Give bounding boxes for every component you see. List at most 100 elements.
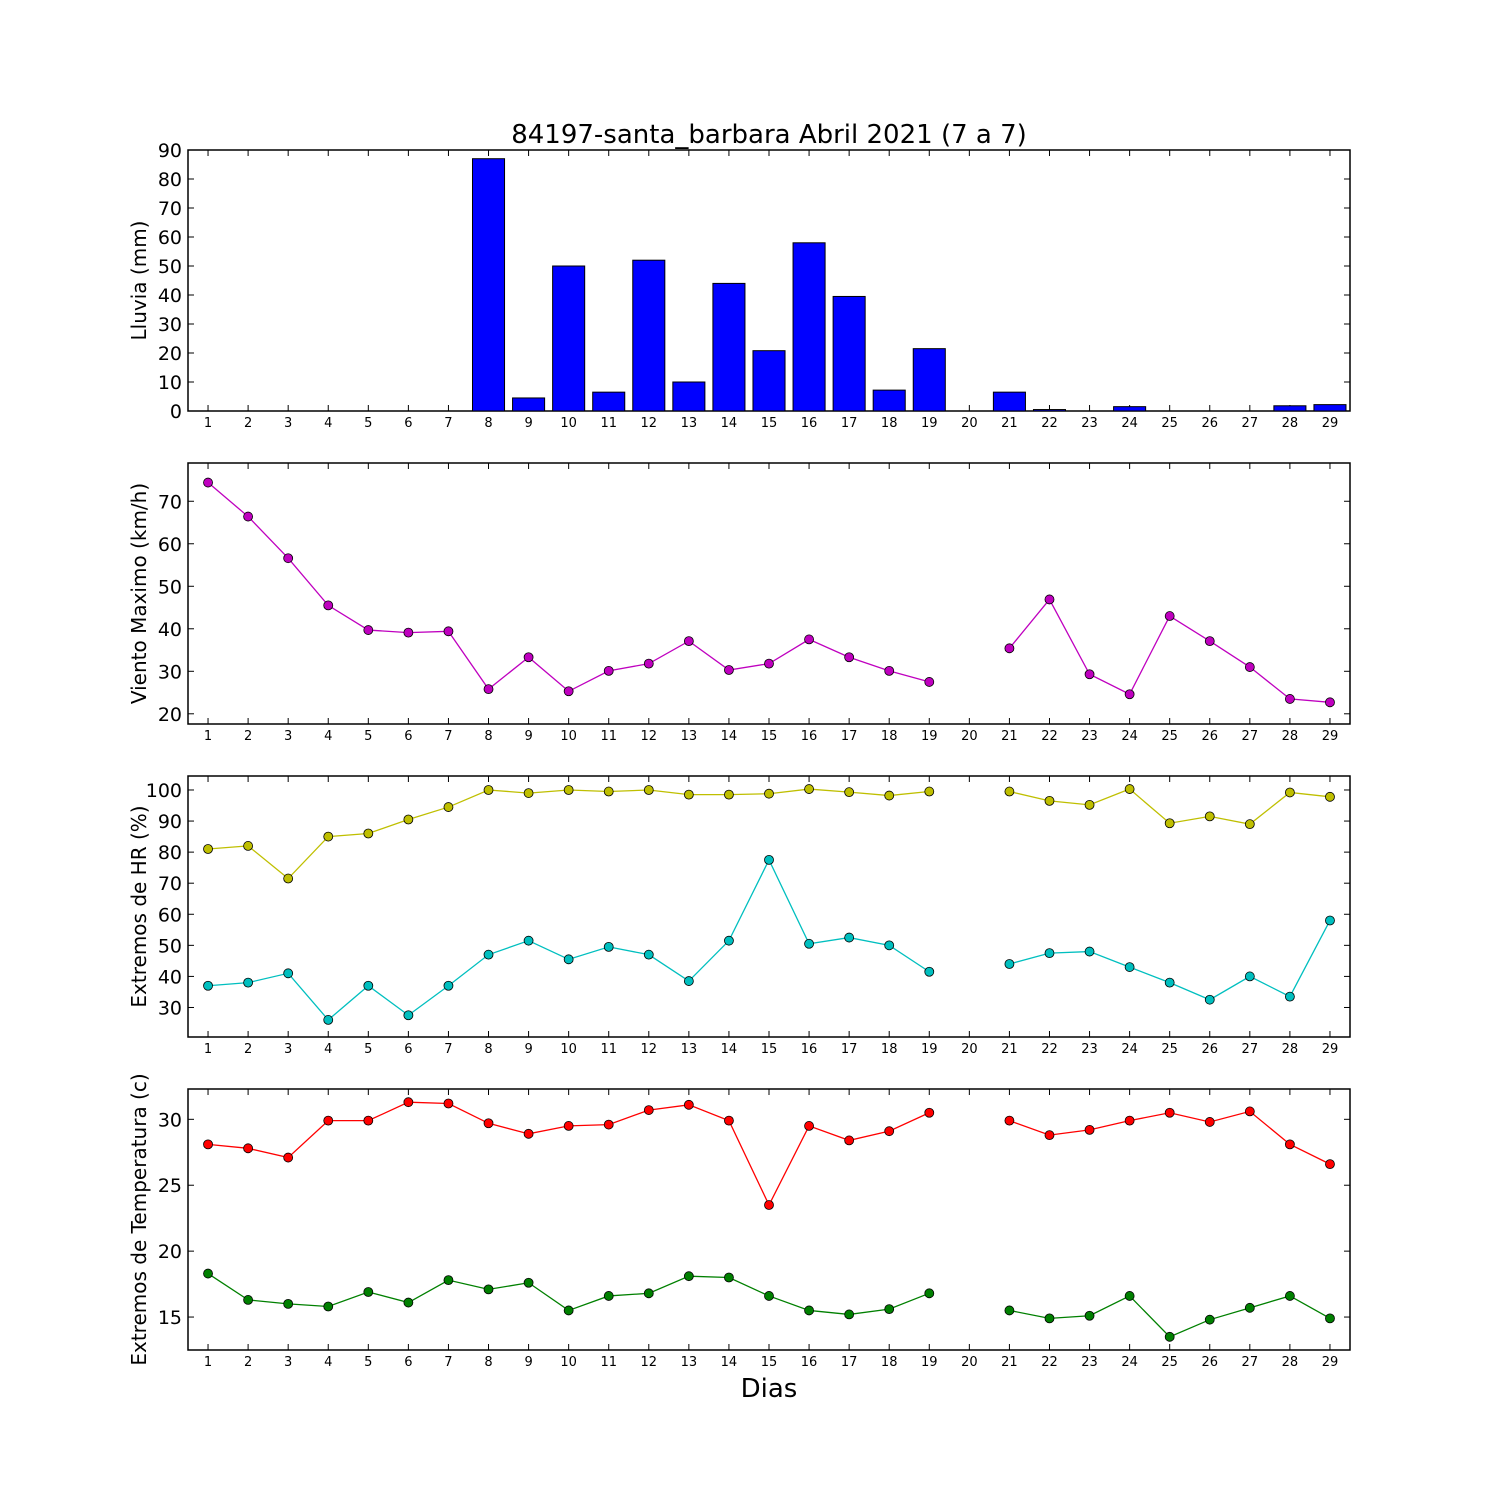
temperature-series-0-point	[1044, 1130, 1055, 1141]
wind-series-0-point	[1284, 694, 1295, 704]
humidity-series-0-point	[243, 841, 254, 851]
temperature-series-1-point	[243, 1295, 254, 1305]
rain-bar	[872, 389, 906, 412]
humidity-xtick-label: 11	[600, 1042, 617, 1057]
wind-xtick-label: 23	[1081, 729, 1098, 744]
wind-xtick-label: 5	[364, 729, 372, 744]
humidity-series-1-point	[1284, 991, 1295, 1002]
rain-xtick-label: 9	[524, 416, 532, 431]
wind-xtick-label: 11	[600, 729, 617, 744]
humidity-series-0-point	[483, 785, 494, 795]
temperature-series-1-point	[924, 1288, 935, 1299]
humidity-xtick-label: 24	[1121, 1042, 1138, 1057]
humidity-series-1-line	[1009, 920, 1331, 1001]
rain-xtick-label: 4	[324, 416, 332, 431]
wind-ytick-label: 30	[158, 661, 182, 683]
temperature-xtick-label: 7	[444, 1355, 452, 1370]
humidity-series-1-point	[1164, 977, 1175, 988]
humidity-series-1-line	[207, 858, 930, 1021]
humidity-ytick-label: 30	[158, 997, 182, 1019]
rain-xtick-label: 6	[404, 416, 412, 431]
wind-xtick-label: 8	[484, 729, 492, 744]
temperature-xtick-label: 23	[1081, 1355, 1098, 1370]
wind-series-0-point	[724, 665, 734, 675]
temperature-xtick-label: 14	[721, 1355, 738, 1370]
rain-bar	[1113, 406, 1147, 412]
humidity-series-0-point	[1004, 786, 1015, 797]
humidity-series-1-point	[323, 1015, 334, 1025]
wind-xtick-label: 16	[801, 729, 818, 744]
humidity-series-1-point	[844, 932, 855, 943]
wind-xtick-label: 9	[524, 729, 532, 744]
humidity-series-0-point	[403, 814, 414, 825]
wind-series-0-point	[323, 600, 334, 611]
temperature-series-0-point	[603, 1119, 614, 1130]
humidity-series-1-point	[483, 949, 494, 960]
rain-xtick-label: 8	[484, 416, 492, 431]
wind-series-0-point	[443, 626, 454, 637]
humidity-xtick-label: 7	[444, 1042, 452, 1057]
temperature-series-0-line	[207, 1101, 930, 1207]
temperature-series-0-point	[764, 1200, 774, 1210]
temperature-series-1-line	[1009, 1295, 1331, 1338]
wind-series-0-point	[203, 477, 213, 488]
humidity-series-1-point	[724, 935, 734, 946]
wind-series-0-point	[283, 553, 294, 564]
rain-bar	[992, 391, 1026, 412]
temperature-xtick-label: 20	[961, 1355, 978, 1370]
humidity-series-0-point	[804, 784, 814, 794]
rain-xtick-label: 3	[284, 416, 292, 431]
temperature-series-1-point	[683, 1271, 694, 1282]
wind-series-0-point	[844, 652, 855, 663]
humidity-xtick-label: 20	[961, 1042, 978, 1057]
humidity-series-1-point	[403, 1010, 414, 1021]
humidity-series-0-point	[1124, 784, 1135, 794]
temperature-xtick-label: 5	[364, 1355, 372, 1370]
wind-series-0-point	[1325, 697, 1335, 708]
rain-bar	[632, 259, 666, 412]
humidity-series-0-line	[207, 788, 930, 880]
rain-xtick-label: 27	[1242, 416, 1259, 431]
rain-ytick-label: 70	[158, 198, 182, 220]
rain-ytick-label: 10	[158, 372, 182, 394]
temperature-series-0-point	[884, 1126, 895, 1137]
humidity-ytick-label: 40	[158, 966, 182, 988]
temperature-xtick-label: 22	[1041, 1355, 1058, 1370]
wind-series-0-point	[683, 636, 694, 647]
temperature-ytick-label: 15	[158, 1307, 182, 1329]
wind-xtick-label: 14	[721, 729, 738, 744]
temperature-series-1-point	[764, 1291, 774, 1301]
humidity-series-1-point	[1244, 971, 1255, 982]
humidity-xtick-label: 19	[921, 1042, 938, 1057]
humidity-series-0-point	[1084, 799, 1095, 810]
humidity-series-0-point	[1044, 795, 1055, 806]
temperature-series-1-point	[523, 1277, 534, 1288]
humidity-series-1-point	[363, 980, 374, 991]
rain-xtick-label: 7	[444, 416, 452, 431]
rain-ytick-label: 40	[158, 285, 182, 307]
temperature-series-1-point	[1325, 1313, 1335, 1324]
temperature-series-1-point	[483, 1284, 494, 1295]
temperature-xtick-label: 26	[1201, 1355, 1218, 1370]
humidity-ytick-label: 60	[158, 904, 182, 926]
rain-bar	[1313, 404, 1347, 412]
rain-ytick-label: 80	[158, 169, 182, 191]
rain-xtick-label: 24	[1121, 416, 1138, 431]
temperature-series-0-point	[443, 1098, 454, 1109]
wind-series-0-point	[403, 627, 414, 638]
rain-xtick-label: 10	[560, 416, 577, 431]
humidity-series-1-point	[563, 954, 574, 965]
humidity-series-1-point	[683, 976, 694, 986]
humidity-series-0-point	[924, 786, 935, 797]
rain-ytick-label: 90	[158, 140, 182, 162]
humidity-xtick-label: 17	[841, 1042, 858, 1057]
temperature-series-1-point	[1004, 1305, 1015, 1316]
temperature-xtick-label: 11	[600, 1355, 617, 1370]
wind-series-0-point	[1164, 611, 1175, 621]
humidity-series-0-point	[884, 790, 895, 801]
temperature-xtick-label: 16	[801, 1355, 818, 1370]
wind-xtick-label: 19	[921, 729, 938, 744]
temperature-xtick-label: 29	[1322, 1355, 1339, 1370]
rain-ytick-label: 60	[158, 227, 182, 249]
